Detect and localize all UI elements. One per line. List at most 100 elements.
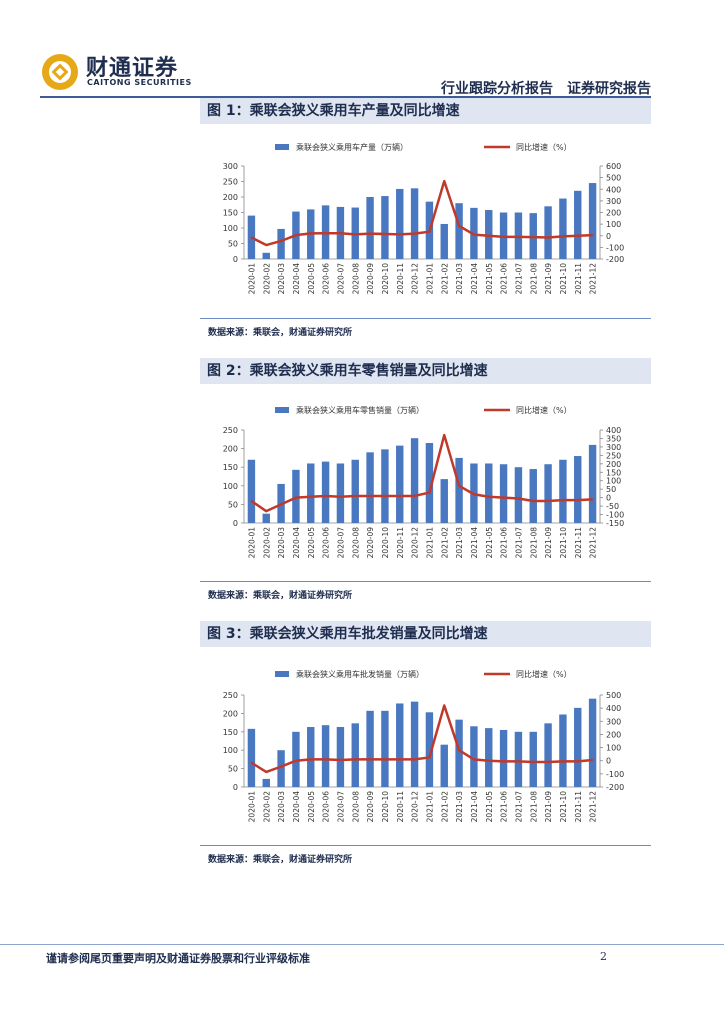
x-tick-label: 2021-05 [485, 527, 494, 559]
right-tick-label: 400 [606, 426, 621, 435]
x-tick-label: 2021-11 [574, 791, 583, 823]
x-tick-label: 2021-12 [589, 527, 598, 559]
bar-2021-11 [574, 707, 582, 787]
figure-3-source-divider [200, 845, 651, 846]
bar-2021-12 [588, 444, 597, 523]
legend-bar-label: 乘联会狭义乘用车零售销量（万辆） [296, 405, 424, 415]
growth-point-2021-03 [458, 749, 460, 751]
growth-point-2020-03 [280, 240, 282, 242]
x-tick-label: 2020-03 [277, 263, 286, 295]
growth-point-2020-06 [324, 495, 327, 497]
bar-2020-11 [396, 188, 404, 259]
bar-2020-12 [410, 188, 419, 259]
growth-rate-line [250, 179, 593, 247]
bar-2020-11 [396, 445, 404, 523]
growth-point-2020-02 [265, 244, 268, 246]
right-tick-label: -200 [606, 255, 624, 264]
growth-point-2021-04 [473, 758, 475, 761]
bar-2020-01 [247, 728, 256, 787]
bar-2021-10 [559, 198, 567, 259]
right-tick-label: -100 [606, 511, 624, 520]
growth-point-2021-06 [502, 760, 505, 763]
bar-2020-12 [410, 701, 419, 787]
left-tick-label: 100 [223, 482, 238, 491]
right-tick-label: 500 [606, 691, 621, 700]
bar-2021-05 [485, 463, 493, 523]
right-tick-label: 100 [606, 220, 621, 229]
bar-2020-11 [396, 703, 404, 787]
right-tick-label: 400 [606, 704, 621, 713]
bar-2021-07 [514, 731, 523, 787]
growth-point-2021-09 [547, 761, 549, 763]
growth-rate-line [250, 433, 593, 513]
growth-point-2020-05 [309, 232, 312, 235]
x-tick-label: 2021-08 [529, 527, 538, 559]
bar-2020-02 [262, 252, 270, 259]
report-header: 行业跟踪分析报告 证券研究报告 [427, 78, 651, 98]
bar-2021-03 [455, 457, 463, 523]
company-logo: 财通证券 CAITONG SECURITIES [40, 50, 240, 94]
bar-2021-02 [440, 744, 448, 787]
legend-line-label: 同比增速（%） [516, 405, 572, 415]
growth-point-2021-11 [576, 234, 579, 237]
growth-point-2020-12 [413, 758, 416, 761]
x-tick-label: 2020-05 [307, 791, 316, 823]
figure-1-source: 数据来源：乘联会，财通证券研究所 [208, 328, 353, 338]
x-tick-label: 2021-05 [485, 263, 494, 295]
figure-2-title: 图 2：乘联会狭义乘用车零售销量及同比增速 [200, 358, 651, 384]
bar-2020-02 [262, 513, 270, 523]
x-tick-label: 2021-05 [485, 791, 494, 823]
growth-point-2021-07 [517, 236, 520, 238]
bar-2021-09 [544, 464, 552, 523]
right-tick-label: -200 [606, 783, 624, 792]
x-tick-label: 2021-02 [440, 527, 449, 559]
growth-point-2020-01 [250, 236, 253, 239]
legend-bar-label: 乘联会狭义乘用车批发销量（万辆） [296, 669, 424, 679]
bar-2021-12 [588, 183, 597, 259]
legend-bar-label: 乘联会狭义乘用车产量（万辆） [296, 142, 408, 152]
bar-2021-03 [455, 719, 463, 787]
x-tick-label: 2021-06 [500, 527, 509, 559]
bar-2020-10 [381, 196, 389, 259]
right-tick-label: 100 [606, 744, 621, 753]
x-tick-label: 2021-04 [470, 791, 479, 823]
bar-2021-06 [499, 729, 508, 787]
x-tick-label: 2021-03 [455, 791, 464, 823]
x-tick-label: 2020-04 [292, 263, 301, 295]
bar-2020-04 [292, 731, 300, 787]
growth-point-2020-11 [398, 495, 401, 497]
bar-2020-10 [381, 449, 389, 523]
x-tick-label: 2020-10 [381, 791, 390, 823]
x-tick-label: 2020-03 [277, 791, 286, 823]
growth-point-2021-12 [591, 498, 594, 501]
figure-1-chart: 乘联会狭义乘用车产量（万辆） 同比增速（%） 0 50 100 150 200 250 300 -… [223, 142, 624, 295]
growth-point-2021-03 [458, 485, 460, 487]
figure-2-chart: 乘联会狭义乘用车零售销量（万辆） 同比增速（%）050100150200250-1… [223, 405, 624, 559]
x-tick-label: 2020-02 [262, 791, 271, 823]
header-divider [40, 96, 651, 98]
x-tick-label: 2021-06 [500, 263, 509, 295]
right-tick-label: 400 [606, 185, 621, 194]
x-tick-label: 2020-01 [247, 791, 256, 823]
x-tick-label: 2020-11 [396, 263, 405, 295]
x-tick-label: 2020-01 [247, 263, 256, 295]
right-tick-label: 100 [606, 477, 621, 486]
growth-point-2021-12 [591, 759, 594, 761]
x-tick-label: 2021-09 [544, 791, 553, 823]
bar-2020-05 [307, 463, 315, 523]
right-tick-label: 300 [606, 443, 621, 452]
legend-line-label: 同比增速（%） [516, 142, 572, 152]
bar-2020-07 [336, 463, 345, 523]
figure-3-title: 图 3：乘联会狭义乘用车批发销量及同比增速 [200, 621, 651, 647]
bar-2020-08 [351, 723, 359, 787]
growth-point-2020-12 [413, 495, 416, 497]
right-tick-label: 0 [606, 757, 611, 766]
growth-point-2021-06 [502, 236, 505, 238]
figure-2-source-divider [200, 581, 651, 582]
x-tick-label: 2021-12 [589, 791, 598, 823]
x-tick-label: 2020-08 [351, 527, 360, 559]
figure-1-source-divider [200, 318, 651, 319]
x-tick-label: 2021-08 [529, 263, 538, 295]
growth-point-2020-09 [369, 495, 371, 497]
bar-2020-02 [262, 778, 270, 787]
